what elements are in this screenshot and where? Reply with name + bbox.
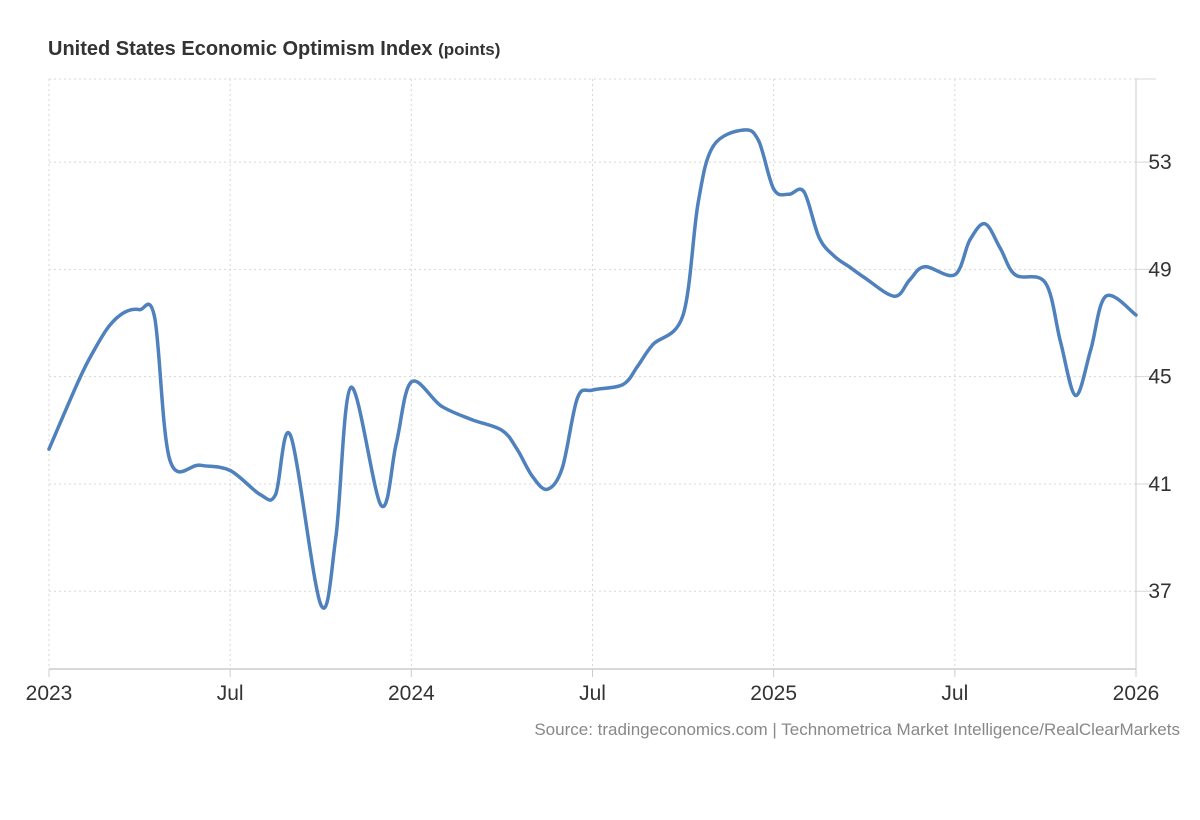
x-tick-label: Jul	[579, 682, 606, 705]
y-tick-label: 41	[1148, 473, 1171, 496]
data-point	[787, 192, 791, 196]
data-point	[394, 442, 398, 446]
data-point	[847, 265, 851, 269]
data-point	[1089, 348, 1093, 352]
data-point	[168, 458, 172, 462]
data-point	[651, 342, 655, 347]
data-point	[409, 380, 413, 384]
x-tick-label: Jul	[941, 682, 968, 705]
data-point	[379, 503, 383, 507]
x-tick-label: 2023	[26, 682, 73, 705]
data-point	[92, 348, 96, 352]
data-point	[1013, 273, 1017, 277]
chart-title-text: United States Economic Optimism Index	[48, 38, 433, 60]
series-line	[47, 128, 1138, 610]
data-point	[349, 385, 353, 389]
data-point	[439, 404, 444, 408]
data-point	[273, 493, 278, 497]
x-tick-label: 2025	[750, 682, 797, 705]
data-point	[711, 144, 715, 148]
chart-title: United States Economic Optimism Index (p…	[48, 38, 500, 61]
data-point	[334, 536, 338, 540]
data-point	[1104, 294, 1108, 298]
y-tick-label: 45	[1148, 366, 1171, 389]
data-point	[757, 139, 761, 143]
y-tick-label: 53	[1148, 151, 1171, 174]
data-point	[817, 235, 821, 239]
y-tick-label: 37	[1148, 580, 1171, 603]
data-point	[862, 275, 866, 280]
data-point	[681, 313, 685, 317]
data-point	[107, 324, 111, 328]
x-tick-label: 2026	[1113, 682, 1160, 705]
data-point	[636, 364, 640, 368]
data-point	[153, 316, 157, 320]
data-point	[1058, 340, 1063, 344]
data-point	[47, 447, 51, 451]
data-point	[228, 468, 232, 473]
data-point	[77, 377, 81, 381]
data-point	[319, 603, 323, 607]
data-point	[590, 388, 595, 392]
data-point	[198, 463, 202, 467]
x-tick-label: 2024	[388, 682, 435, 705]
data-point	[1134, 313, 1138, 317]
data-point	[696, 200, 700, 204]
data-point	[772, 187, 776, 191]
data-point	[138, 308, 142, 312]
data-point	[998, 246, 1002, 250]
data-point	[907, 278, 912, 282]
data-point	[560, 466, 564, 470]
data-point	[470, 418, 474, 422]
data-point	[530, 474, 534, 478]
x-tick-label: Jul	[217, 682, 244, 705]
data-point	[575, 396, 580, 400]
data-point	[515, 447, 519, 451]
data-point	[621, 383, 625, 387]
data-point	[923, 265, 927, 269]
data-point	[953, 273, 957, 277]
line-chart: 37 41 45 49 53 2023 Jul 2024 Jul 2025 Jul 2026	[26, 78, 1172, 705]
y-tick-label: 49	[1148, 258, 1171, 281]
data-point	[968, 238, 972, 242]
data-point	[122, 310, 127, 314]
data-point	[802, 190, 806, 194]
data-point	[289, 434, 293, 438]
data-point	[892, 294, 897, 298]
data-point	[1074, 393, 1078, 398]
data-point	[545, 487, 549, 491]
data-point	[1043, 281, 1047, 285]
data-point	[500, 428, 504, 432]
data-point	[741, 128, 746, 132]
data-point	[832, 254, 836, 258]
data-point	[258, 493, 262, 497]
data-point	[983, 222, 987, 226]
chart-unit-label: (points)	[438, 40, 501, 59]
source-attribution: Source: tradingeconomics.com | Technomet…	[534, 720, 1180, 739]
